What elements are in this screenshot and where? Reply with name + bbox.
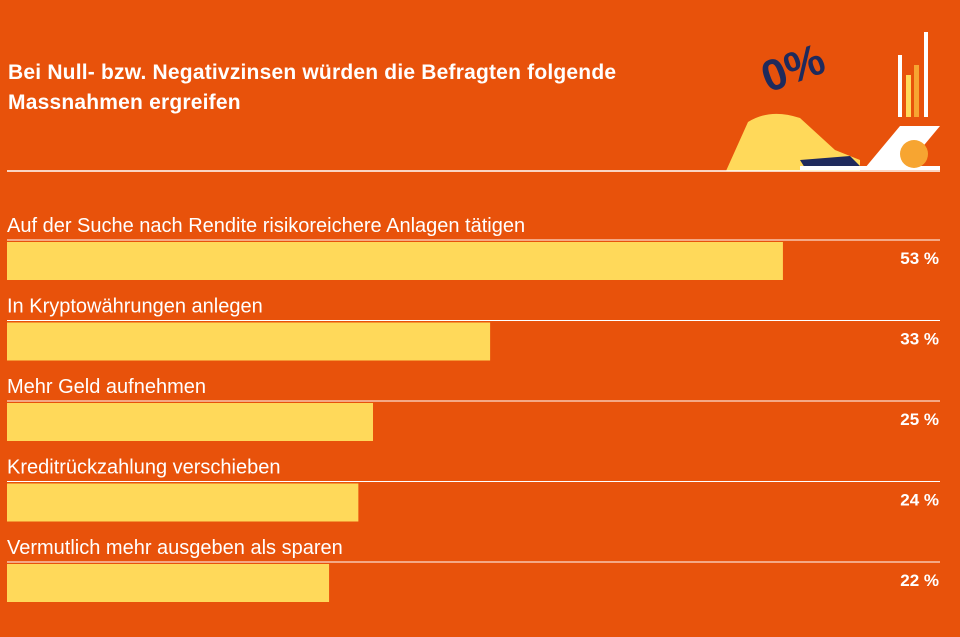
chart-title: Bei Null- bzw. Negativzinsen würden die …	[8, 61, 617, 114]
value-label: 24 %	[900, 491, 939, 510]
bar	[7, 403, 373, 441]
value-label: 33 %	[900, 330, 939, 349]
value-label: 22 %	[900, 571, 939, 590]
category-label: Auf der Suche nach Rendite risikoreicher…	[7, 215, 525, 237]
bar	[7, 242, 783, 280]
illustration: 0%	[726, 32, 940, 171]
category-label: Mehr Geld aufnehmen	[7, 376, 206, 398]
deco-bar	[924, 32, 928, 117]
category-label: Kreditrückzahlung verschieben	[7, 457, 281, 479]
deco-bar	[898, 55, 902, 117]
category-label: Vermutlich mehr ausgeben als sparen	[7, 537, 343, 559]
illustration-text: 0%	[755, 34, 832, 102]
bar	[7, 564, 330, 602]
desk	[800, 166, 940, 170]
value-label: 25 %	[900, 410, 939, 429]
bar	[7, 322, 491, 361]
piggy-bank	[900, 140, 928, 168]
value-label: 53 %	[900, 249, 939, 268]
deco-bar	[914, 65, 919, 117]
deco-bar	[906, 75, 911, 117]
bar	[7, 483, 359, 522]
category-label: In Kryptowährungen anlegen	[7, 296, 263, 318]
person-body	[726, 113, 860, 171]
person-arm	[800, 156, 860, 168]
